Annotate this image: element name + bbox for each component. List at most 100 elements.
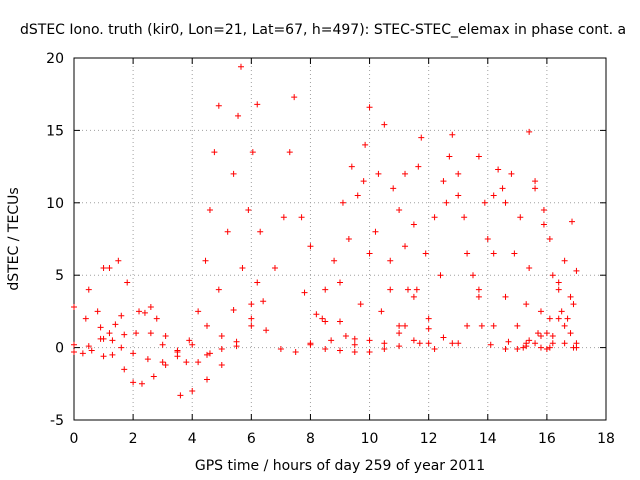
data-point	[248, 315, 255, 322]
data-point	[254, 101, 261, 108]
data-point	[71, 348, 77, 355]
data-point	[535, 330, 542, 337]
data-point	[291, 94, 298, 101]
data-point	[470, 272, 476, 279]
data-point	[218, 361, 225, 368]
x-tick-label: 14	[479, 431, 497, 447]
data-point	[372, 228, 379, 235]
data-point	[339, 199, 346, 206]
x-tick-label: 8	[306, 431, 315, 447]
data-point	[495, 166, 502, 173]
data-point	[475, 153, 482, 160]
data-point	[523, 343, 530, 350]
data-point	[464, 322, 471, 329]
satellite-arc-17	[499, 170, 577, 351]
data-point	[514, 346, 521, 353]
data-point	[286, 149, 293, 156]
data-point	[174, 348, 181, 355]
data-point	[189, 341, 196, 348]
data-point	[313, 311, 320, 318]
data-point	[449, 340, 456, 347]
data-point	[484, 236, 491, 242]
data-point	[410, 337, 417, 344]
data-point	[106, 264, 113, 271]
data-point	[464, 250, 471, 257]
data-point	[195, 359, 202, 366]
data-point	[100, 353, 107, 360]
data-point	[449, 131, 456, 138]
data-point	[390, 185, 397, 192]
data-point	[475, 293, 482, 300]
data-point	[260, 298, 267, 305]
satellite-arc-11	[307, 163, 438, 353]
data-point	[204, 376, 210, 383]
data-point	[499, 185, 506, 192]
satellite-arc-21	[523, 301, 577, 351]
data-point	[431, 346, 438, 353]
data-point	[115, 257, 122, 264]
data-point	[396, 207, 403, 214]
data-point	[540, 207, 547, 214]
satellite-arc-14	[396, 153, 530, 347]
data-point	[440, 334, 447, 341]
data-point	[351, 335, 358, 342]
data-point	[475, 286, 482, 293]
data-point	[254, 279, 261, 286]
satellite-arc-10	[301, 170, 409, 355]
data-point	[162, 361, 169, 368]
data-point	[532, 178, 539, 185]
axis-ticks: 0 2 4 6 8 10 12 14 16 18 -5 0 5 10 15 20	[46, 51, 615, 447]
satellite-arc-2	[71, 304, 169, 387]
data-point	[537, 344, 544, 351]
data-point	[337, 279, 343, 286]
data-point	[79, 350, 86, 357]
data-point	[526, 337, 533, 344]
data-point	[345, 236, 352, 242]
data-point	[204, 322, 210, 329]
data-point	[546, 315, 553, 322]
satellite-arc-8	[248, 104, 373, 355]
data-point	[195, 308, 202, 315]
data-point	[204, 351, 210, 358]
data-point	[147, 304, 154, 311]
data-point	[280, 214, 287, 221]
data-point	[362, 141, 369, 148]
data-point	[413, 286, 420, 293]
data-point	[526, 128, 533, 135]
plot-frame	[73, 57, 607, 421]
x-tick-label: 0	[70, 431, 79, 447]
data-point	[410, 293, 417, 300]
data-point	[555, 279, 562, 286]
data-point	[569, 218, 576, 225]
data-point	[490, 322, 497, 329]
data-point	[549, 333, 556, 340]
data-point	[94, 308, 101, 315]
data-point	[106, 330, 113, 337]
data-point	[573, 340, 580, 347]
satellite-arc-6	[177, 94, 298, 399]
data-point	[378, 308, 385, 315]
data-point	[292, 348, 299, 355]
y-tick-label: 15	[46, 123, 64, 139]
data-point	[206, 207, 213, 214]
data-point	[136, 308, 143, 315]
data-point	[561, 322, 568, 329]
data-point	[97, 335, 104, 342]
data-point	[322, 286, 329, 293]
data-point	[558, 308, 565, 315]
data-point	[402, 322, 409, 329]
data-point	[387, 257, 394, 264]
x-tick-label: 4	[188, 431, 197, 447]
data-point	[546, 236, 553, 242]
data-point	[461, 214, 468, 221]
data-point	[263, 327, 270, 334]
data-point	[301, 289, 308, 296]
data-point	[567, 330, 574, 337]
data-point	[490, 250, 497, 257]
data-point	[396, 330, 403, 337]
data-point	[555, 286, 562, 293]
data-point	[118, 344, 125, 351]
data-point	[211, 149, 218, 156]
data-point	[366, 348, 373, 355]
data-point	[561, 257, 568, 264]
